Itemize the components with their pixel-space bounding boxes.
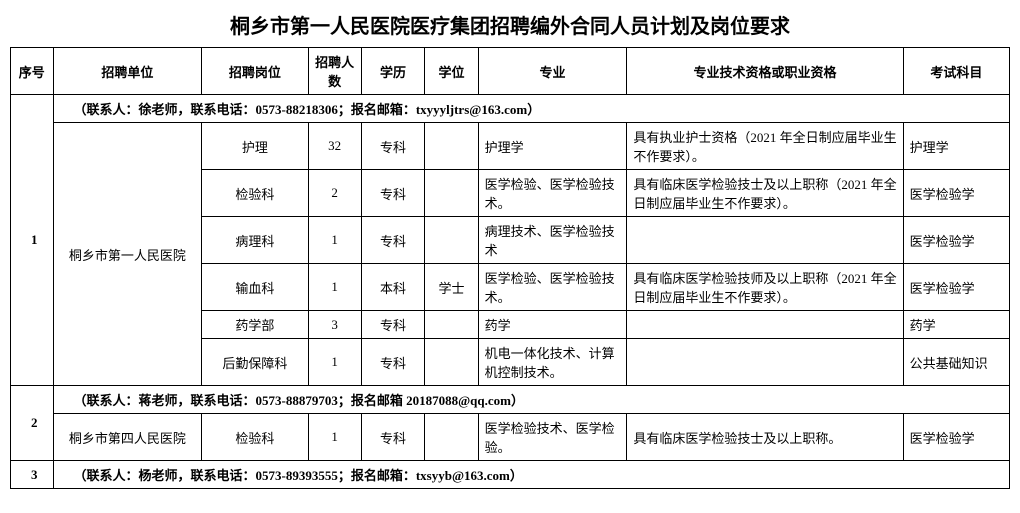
num-cell: 1 xyxy=(308,414,361,461)
major-cell: 病理技术、医学检验技术 xyxy=(478,217,627,264)
degree-cell xyxy=(425,414,478,461)
num-cell: 1 xyxy=(308,264,361,311)
degree-cell xyxy=(425,311,478,339)
num-cell: 3 xyxy=(308,311,361,339)
major-cell: 护理学 xyxy=(478,123,627,170)
exam-cell: 医学检验学 xyxy=(903,170,1009,217)
num-cell: 32 xyxy=(308,123,361,170)
col-seq: 序号 xyxy=(11,48,54,95)
contact-cell: （联系人：蒋老师，联系电话：0573-88879703；报名邮箱 2018708… xyxy=(53,386,1010,414)
degree-cell: 学士 xyxy=(425,264,478,311)
post-cell: 输血科 xyxy=(202,264,308,311)
edu-cell: 专科 xyxy=(361,339,425,386)
edu-cell: 本科 xyxy=(361,264,425,311)
major-cell: 机电一体化技术、计算机控制技术。 xyxy=(478,339,627,386)
contact-row: 3（联系人：杨老师，联系电话：0573-89393555；报名邮箱：txsyyb… xyxy=(11,461,1010,489)
col-degree: 学位 xyxy=(425,48,478,95)
post-cell: 药学部 xyxy=(202,311,308,339)
major-cell: 医学检验、医学检验技术。 xyxy=(478,170,627,217)
post-cell: 检验科 xyxy=(202,414,308,461)
post-cell: 检验科 xyxy=(202,170,308,217)
major-cell: 医学检验技术、医学检验。 xyxy=(478,414,627,461)
qual-cell xyxy=(627,339,903,386)
degree-cell xyxy=(425,339,478,386)
col-qual: 专业技术资格或职业资格 xyxy=(627,48,903,95)
col-edu: 学历 xyxy=(361,48,425,95)
post-cell: 病理科 xyxy=(202,217,308,264)
col-post: 招聘岗位 xyxy=(202,48,308,95)
col-num: 招聘人数 xyxy=(308,48,361,95)
num-cell: 2 xyxy=(308,170,361,217)
num-cell: 1 xyxy=(308,339,361,386)
qual-cell xyxy=(627,217,903,264)
edu-cell: 专科 xyxy=(361,311,425,339)
seq-cell: 1 xyxy=(11,95,54,386)
recruitment-table: 序号 招聘单位 招聘岗位 招聘人数 学历 学位 专业 专业技术资格或职业资格 考… xyxy=(10,47,1010,489)
table-header-row: 序号 招聘单位 招聘岗位 招聘人数 学历 学位 专业 专业技术资格或职业资格 考… xyxy=(11,48,1010,95)
exam-cell: 医学检验学 xyxy=(903,264,1009,311)
post-cell: 护理 xyxy=(202,123,308,170)
table-row: 桐乡市第一人民医院护理32专科护理学具有执业护士资格（2021 年全日制应届毕业… xyxy=(11,123,1010,170)
major-cell: 医学检验、医学检验技术。 xyxy=(478,264,627,311)
contact-row: 2（联系人：蒋老师，联系电话：0573-88879703；报名邮箱 201870… xyxy=(11,386,1010,414)
qual-cell: 具有临床医学检验技士及以上职称（2021 年全日制应届毕业生不作要求）。 xyxy=(627,170,903,217)
num-cell: 1 xyxy=(308,217,361,264)
major-cell: 药学 xyxy=(478,311,627,339)
page-title: 桐乡市第一人民医院医疗集团招聘编外合同人员计划及岗位要求 xyxy=(10,10,1010,39)
exam-cell: 药学 xyxy=(903,311,1009,339)
exam-cell: 医学检验学 xyxy=(903,414,1009,461)
col-unit: 招聘单位 xyxy=(53,48,202,95)
qual-cell: 具有执业护士资格（2021 年全日制应届毕业生不作要求）。 xyxy=(627,123,903,170)
edu-cell: 专科 xyxy=(361,217,425,264)
col-major: 专业 xyxy=(478,48,627,95)
edu-cell: 专科 xyxy=(361,414,425,461)
edu-cell: 专科 xyxy=(361,123,425,170)
edu-cell: 专科 xyxy=(361,170,425,217)
seq-cell: 2 xyxy=(11,386,54,461)
col-exam: 考试科目 xyxy=(903,48,1009,95)
qual-cell: 具有临床医学检验技士及以上职称。 xyxy=(627,414,903,461)
table-row: 桐乡市第四人民医院检验科1专科 医学检验技术、医学检验。具有临床医学检验技士及以上… xyxy=(11,414,1010,461)
unit-cell: 桐乡市第四人民医院 xyxy=(53,414,202,461)
contact-cell: （联系人：杨老师，联系电话：0573-89393555；报名邮箱：txsyyb@… xyxy=(53,461,1010,489)
degree-cell xyxy=(425,217,478,264)
qual-cell: 具有临床医学检验技师及以上职称（2021 年全日制应届毕业生不作要求）。 xyxy=(627,264,903,311)
seq-cell: 3 xyxy=(11,461,54,489)
exam-cell: 护理学 xyxy=(903,123,1009,170)
contact-row: 1（联系人：徐老师，联系电话：0573-88218306；报名邮箱：txyyyl… xyxy=(11,95,1010,123)
post-cell: 后勤保障科 xyxy=(202,339,308,386)
unit-cell: 桐乡市第一人民医院 xyxy=(53,123,202,386)
qual-cell xyxy=(627,311,903,339)
degree-cell xyxy=(425,123,478,170)
exam-cell: 医学检验学 xyxy=(903,217,1009,264)
degree-cell xyxy=(425,170,478,217)
exam-cell: 公共基础知识 xyxy=(903,339,1009,386)
contact-cell: （联系人：徐老师，联系电话：0573-88218306；报名邮箱：txyyylj… xyxy=(53,95,1010,123)
